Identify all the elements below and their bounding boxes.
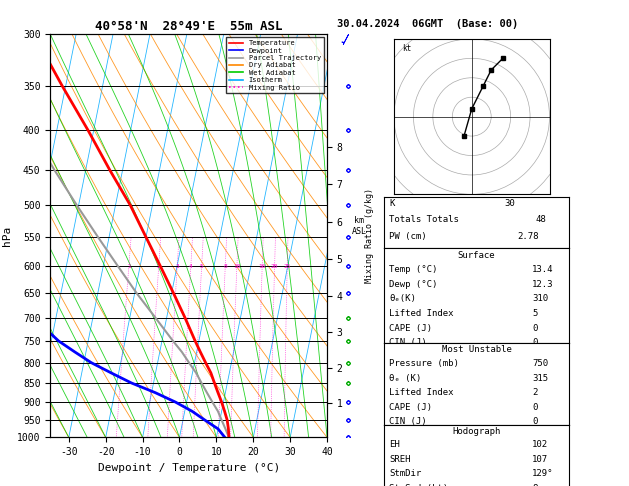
Text: 1: 1: [127, 264, 131, 269]
Text: StmSpd (kt): StmSpd (kt): [389, 484, 448, 486]
Text: 310: 310: [532, 295, 548, 303]
Text: θₑ(K): θₑ(K): [389, 295, 416, 303]
Text: Most Unstable: Most Unstable: [442, 345, 511, 354]
Text: 4: 4: [189, 264, 192, 269]
Text: 315: 315: [532, 374, 548, 382]
Text: 0: 0: [532, 417, 538, 426]
Text: 2: 2: [532, 388, 538, 397]
Text: 5: 5: [532, 309, 538, 318]
Text: 3: 3: [175, 264, 179, 269]
Text: CIN (J): CIN (J): [389, 417, 427, 426]
Y-axis label: hPa: hPa: [1, 226, 11, 246]
Text: 10: 10: [233, 264, 241, 269]
Text: 750: 750: [532, 359, 548, 368]
Text: Dewp (°C): Dewp (°C): [389, 279, 438, 289]
Text: Hodograph: Hodograph: [452, 427, 501, 436]
Text: 20: 20: [271, 264, 279, 269]
Text: 2: 2: [157, 264, 160, 269]
Text: 0: 0: [532, 338, 538, 347]
Text: StmDir: StmDir: [389, 469, 421, 479]
Legend: Temperature, Dewpoint, Parcel Trajectory, Dry Adiabat, Wet Adiabat, Isotherm, Mi: Temperature, Dewpoint, Parcel Trajectory…: [226, 37, 323, 93]
X-axis label: Dewpoint / Temperature (°C): Dewpoint / Temperature (°C): [97, 463, 280, 473]
Text: Temp (°C): Temp (°C): [389, 265, 438, 274]
Y-axis label: km
ASL: km ASL: [352, 216, 367, 236]
Text: 102: 102: [532, 440, 548, 449]
Text: 16: 16: [259, 264, 266, 269]
Text: Pressure (mb): Pressure (mb): [389, 359, 459, 368]
Text: K: K: [389, 199, 394, 208]
Text: CIN (J): CIN (J): [389, 338, 427, 347]
Text: 30.04.2024  06GMT  (Base: 00): 30.04.2024 06GMT (Base: 00): [337, 19, 518, 30]
Text: θₑ (K): θₑ (K): [389, 374, 421, 382]
Title: 40°58'N  28°49'E  55m ASL: 40°58'N 28°49'E 55m ASL: [95, 20, 282, 33]
Text: 13.4: 13.4: [532, 265, 554, 274]
Text: 0: 0: [532, 402, 538, 412]
Text: 107: 107: [532, 455, 548, 464]
Text: Totals Totals: Totals Totals: [389, 215, 459, 224]
Text: 2.78: 2.78: [517, 231, 539, 241]
Text: 30: 30: [504, 199, 515, 208]
Text: 8: 8: [223, 264, 227, 269]
Text: EH: EH: [389, 440, 400, 449]
Text: 129°: 129°: [532, 469, 554, 479]
Text: Surface: Surface: [458, 251, 495, 260]
Text: 12.3: 12.3: [532, 279, 554, 289]
Text: CAPE (J): CAPE (J): [389, 402, 432, 412]
Text: 25: 25: [284, 264, 291, 269]
Text: kt: kt: [402, 44, 411, 52]
Text: SREH: SREH: [389, 455, 411, 464]
Text: 48: 48: [536, 215, 547, 224]
Text: 0: 0: [532, 324, 538, 333]
Text: 5: 5: [200, 264, 204, 269]
Text: Lifted Index: Lifted Index: [389, 309, 454, 318]
Text: Lifted Index: Lifted Index: [389, 388, 454, 397]
Text: PW (cm): PW (cm): [389, 231, 427, 241]
Text: 8: 8: [532, 484, 538, 486]
Text: CAPE (J): CAPE (J): [389, 324, 432, 333]
Text: Mixing Ratio (g/kg): Mixing Ratio (g/kg): [365, 188, 374, 283]
